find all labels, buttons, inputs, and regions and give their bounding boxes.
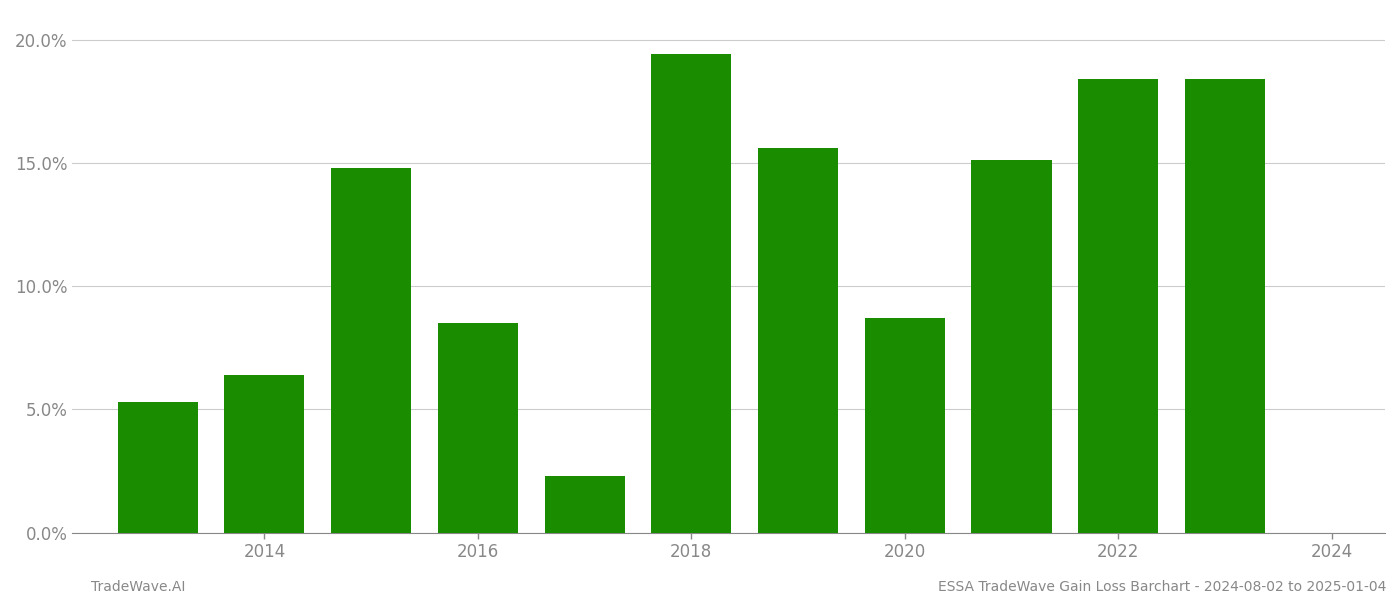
Bar: [545, 476, 624, 533]
Bar: [972, 160, 1051, 533]
Text: TradeWave.AI: TradeWave.AI: [91, 580, 185, 594]
Bar: [757, 148, 839, 533]
Bar: [1184, 79, 1266, 533]
Text: ESSA TradeWave Gain Loss Barchart - 2024-08-02 to 2025-01-04: ESSA TradeWave Gain Loss Barchart - 2024…: [938, 580, 1386, 594]
Bar: [865, 318, 945, 533]
Bar: [332, 168, 412, 533]
Bar: [438, 323, 518, 533]
Bar: [651, 55, 731, 533]
Bar: [224, 375, 304, 533]
Bar: [1078, 79, 1158, 533]
Bar: [118, 402, 197, 533]
